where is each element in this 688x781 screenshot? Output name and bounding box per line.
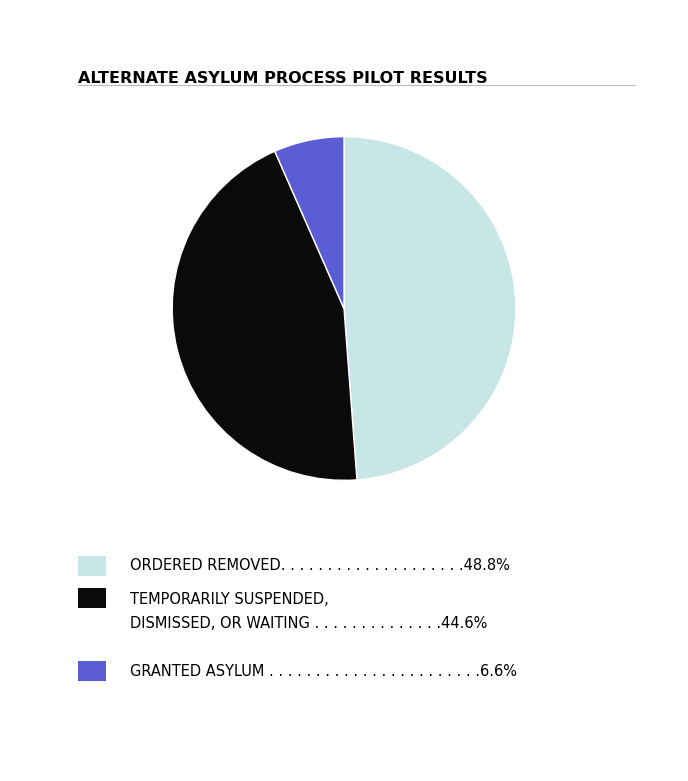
Wedge shape — [344, 137, 516, 480]
Wedge shape — [275, 137, 344, 308]
Text: ORDERED REMOVED. . . . . . . . . . . . . . . . . . . .48.8%: ORDERED REMOVED. . . . . . . . . . . . .… — [130, 558, 510, 573]
Text: TEMPORARILY SUSPENDED,: TEMPORARILY SUSPENDED, — [130, 591, 329, 607]
Text: ALTERNATE ASYLUM PROCESS PILOT RESULTS: ALTERNATE ASYLUM PROCESS PILOT RESULTS — [78, 71, 488, 86]
Wedge shape — [172, 152, 357, 480]
Bar — [78, 661, 106, 681]
Text: GRANTED ASYLUM . . . . . . . . . . . . . . . . . . . . . . .6.6%: GRANTED ASYLUM . . . . . . . . . . . . .… — [130, 664, 517, 679]
Bar — [78, 588, 106, 608]
Text: DISMISSED, OR WAITING . . . . . . . . . . . . . .44.6%: DISMISSED, OR WAITING . . . . . . . . . … — [130, 615, 487, 630]
Bar — [78, 556, 106, 576]
